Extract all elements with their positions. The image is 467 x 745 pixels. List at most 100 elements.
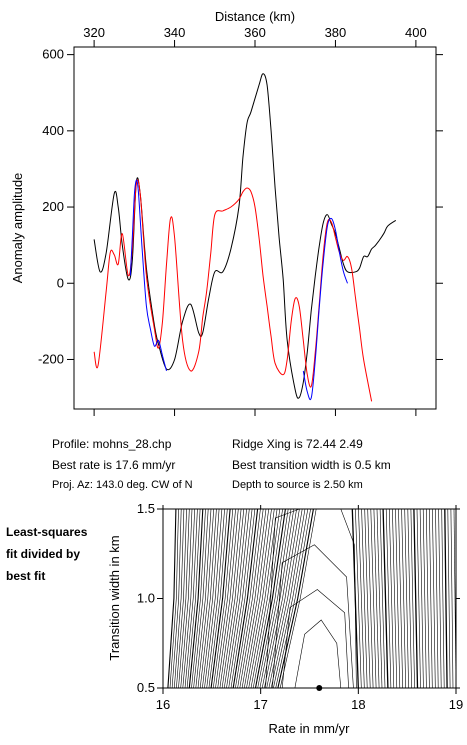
contour-line <box>438 508 442 689</box>
side-note-line: Least-squares <box>6 525 88 539</box>
contour-ylabel: Transition width in km <box>107 535 122 660</box>
contour-line <box>277 508 314 689</box>
contour-line <box>250 508 281 689</box>
contour-line <box>228 508 253 689</box>
contour-line <box>219 508 242 689</box>
contour-line <box>404 508 409 689</box>
contour-line <box>264 508 297 689</box>
contour-line <box>182 508 195 689</box>
contour-line <box>364 508 371 689</box>
rate-tick-label: 18 <box>351 697 365 712</box>
contour-line <box>419 508 424 689</box>
contour-line <box>246 508 275 689</box>
contour-line <box>294 619 342 689</box>
contour-line <box>407 508 412 689</box>
contour-line <box>361 508 368 689</box>
contour-line <box>244 508 272 689</box>
contour-line <box>450 508 454 689</box>
contour-line <box>180 508 193 689</box>
contour-line <box>235 508 261 689</box>
rate-tick-label: 16 <box>156 697 170 712</box>
contour-line <box>171 508 182 689</box>
contour-line <box>395 508 401 689</box>
y-tick-label: 200 <box>42 199 64 214</box>
contour-plot-frame <box>162 508 457 689</box>
contour-line <box>281 589 349 689</box>
x-tick-label: 340 <box>164 25 186 40</box>
contour-line <box>401 508 406 689</box>
contour-line <box>199 508 217 689</box>
depth-label: Depth to source is 2.50 km <box>232 479 363 491</box>
model-anomaly-line <box>93 179 373 402</box>
contour-line <box>441 508 445 689</box>
contour-line <box>432 508 436 689</box>
anomaly-plot-frame <box>73 46 437 410</box>
contour-line <box>272 544 354 689</box>
contour-line <box>184 508 198 689</box>
width-tick-label: 0.5 <box>137 680 155 695</box>
contour-xlabel: Rate in mm/yr <box>269 721 351 736</box>
misfit-contour-chart: 16 17 18 19 1.5 1.0 0.5 Rate in mm/yr Transiti… <box>107 501 463 736</box>
anomaly-xlabel: Distance (km) <box>215 9 295 24</box>
contour-line <box>252 508 283 689</box>
contour-line <box>239 508 267 689</box>
contour-line <box>389 508 395 689</box>
contour-line <box>237 508 264 689</box>
y-tick-label: 0 <box>57 275 64 290</box>
contour-line <box>266 508 300 689</box>
contour-line <box>410 508 415 689</box>
contour-line <box>176 508 187 689</box>
contour-line <box>413 508 419 689</box>
contour-line <box>204 508 223 689</box>
contour-line <box>193 508 209 689</box>
contour-line <box>257 508 289 689</box>
contour-line <box>215 508 236 689</box>
contour-line <box>224 508 247 689</box>
contour-line <box>202 508 220 689</box>
contour-line <box>261 508 295 689</box>
contour-line <box>191 508 206 689</box>
contour-line <box>392 508 398 689</box>
contour-line <box>447 508 451 689</box>
contour-line <box>270 508 306 689</box>
x-tick-label: 400 <box>405 25 427 40</box>
contour-line <box>174 508 185 689</box>
rate-tick-label: 19 <box>449 697 463 712</box>
x-tick-label: 320 <box>83 25 105 40</box>
contour-line <box>275 508 311 689</box>
best-rate-label: Best rate is 17.6 mm/yr <box>52 458 176 472</box>
contour-line <box>188 508 204 689</box>
side-note-line: fit divided by <box>6 547 81 561</box>
width-tick-label: 1.5 <box>137 501 155 516</box>
contour-line <box>273 508 309 689</box>
contour-line <box>279 508 317 689</box>
contour-line <box>167 508 177 689</box>
x-tick-label: 380 <box>325 25 347 40</box>
contour-line <box>230 508 256 689</box>
contour-line <box>355 508 362 689</box>
contour-line <box>429 508 433 689</box>
contour-line <box>385 508 392 689</box>
contour-line <box>444 508 448 689</box>
side-note: Least-squares fit divided by best fit <box>6 521 87 587</box>
contour-line <box>206 508 225 689</box>
contour-line <box>379 508 386 689</box>
contour-line <box>435 508 439 689</box>
profile-label: Profile: mohns_28.chp <box>52 437 172 451</box>
contour-line <box>241 508 269 689</box>
anomaly-chart: 320 340 360 380 400 600 400 200 0 -200 Distance (… <box>10 9 443 416</box>
contour-line <box>213 508 234 689</box>
y-tick-label: 600 <box>42 47 64 62</box>
contour-line <box>210 508 231 689</box>
contour-line <box>226 508 250 689</box>
contour-line <box>426 508 430 689</box>
contour-line <box>221 508 245 689</box>
contour-line <box>232 508 259 689</box>
contour-line <box>416 508 421 689</box>
anomaly-series <box>93 73 397 402</box>
fit-segment-line-1 <box>129 179 167 372</box>
anomaly-ylabel: Anomaly amplitude <box>10 173 25 284</box>
x-tick-label: 360 <box>244 25 266 40</box>
rate-tick-label: 17 <box>253 697 267 712</box>
